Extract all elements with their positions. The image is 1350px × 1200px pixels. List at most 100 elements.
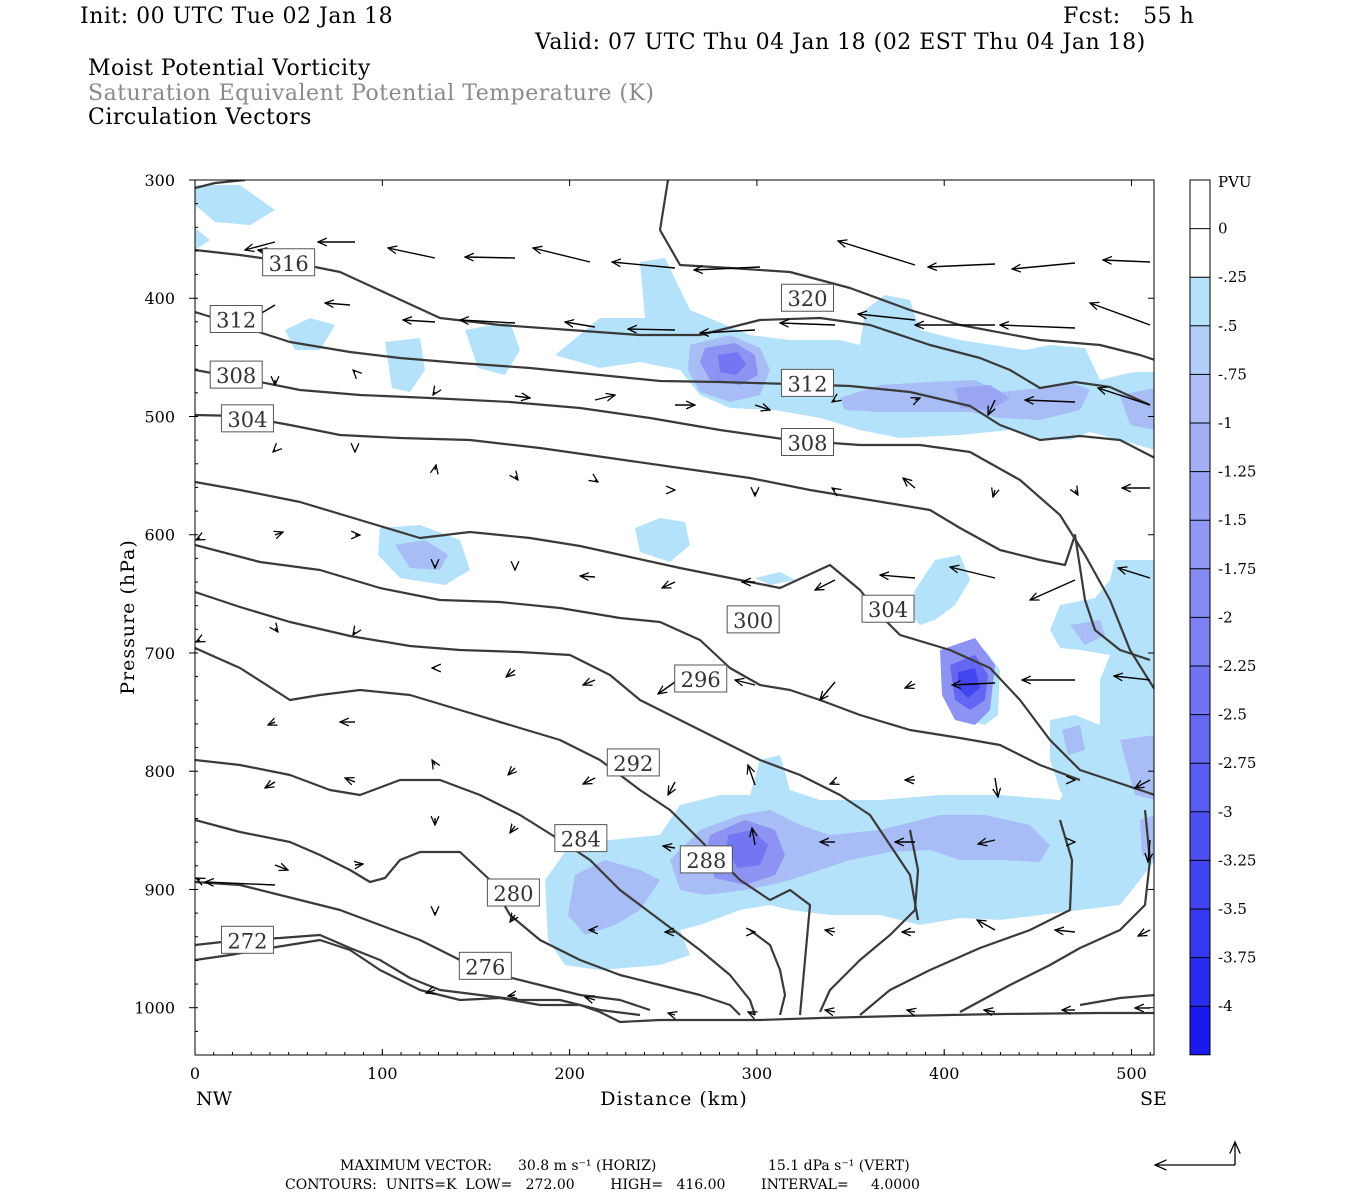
circulation-vector (196, 878, 200, 880)
contour-top-mid (658, 180, 1154, 361)
circulation-vector (995, 777, 998, 797)
circulation-vector (580, 576, 596, 577)
title-vectors: Circulation Vectors (88, 105, 312, 130)
contour-label-312: 312 (209, 305, 263, 334)
circulation-vector (265, 782, 276, 788)
colorbar-tick-label: -.5 (1218, 317, 1237, 335)
contour-label-288: 288 (679, 845, 733, 874)
circulation-vector (1012, 262, 1076, 269)
circulation-vector (1055, 930, 1076, 932)
circulation-vector (355, 864, 363, 865)
colorbar-swatch (1190, 568, 1210, 618)
y-tick-label: 300 (144, 171, 175, 190)
circulation-vector (825, 930, 836, 932)
contour-label-text: 292 (613, 752, 653, 776)
contour-label-text: 316 (269, 252, 309, 276)
circulation-vector (984, 1010, 996, 1012)
contour-label-316: 316 (262, 248, 316, 277)
colorbar-tick-label: -1.25 (1218, 463, 1256, 481)
contour-label-292: 292 (606, 748, 660, 777)
contour-label-296: 296 (674, 664, 728, 693)
circulation-vector (1075, 490, 1078, 495)
circulation-vector (565, 322, 596, 327)
contour-272 (195, 933, 641, 1017)
circulation-vector (388, 248, 436, 259)
circulation-vector (754, 405, 770, 410)
y-tick-label: 800 (144, 762, 175, 781)
colorbar-swatch (1190, 277, 1210, 326)
circulation-vector (514, 396, 530, 398)
contour-lower-right-1 (818, 829, 920, 1013)
colorbar-swatch (1190, 909, 1210, 958)
circulation-vector (583, 778, 596, 784)
y-tick-label: 1000 (134, 999, 175, 1018)
contour-label-text: 300 (733, 609, 773, 633)
circulation-vector (993, 490, 995, 497)
x-axis: 0 100 200 300 400 500 (190, 180, 1151, 1083)
x-tick-label: 300 (742, 1064, 773, 1083)
circulation-vector (694, 267, 761, 270)
contour-label-text: 284 (561, 828, 601, 852)
x-tick-label: 400 (929, 1064, 960, 1083)
colorbar-swatch (1190, 374, 1210, 423)
contour-label-308: 308 (209, 360, 263, 389)
circulation-vector (274, 865, 288, 870)
init-time: Init: 00 UTC Tue 02 Jan 18 (80, 4, 394, 29)
circulation-vector (880, 575, 916, 578)
circulation-vector (432, 760, 435, 765)
circulation-vector (595, 480, 598, 482)
contour-300 (195, 480, 1154, 796)
contour-label-text: 304 (227, 408, 267, 432)
circulation-vector (978, 840, 996, 844)
colorbar-tick-label: -1.5 (1218, 511, 1247, 529)
circulation-vector (1148, 839, 1150, 862)
pv-shading (195, 185, 1154, 970)
circulation-vector (585, 997, 596, 1000)
colorbar-tick-label: -1 (1218, 414, 1233, 432)
contour-288 (195, 646, 812, 1016)
colorbar-tick-label: -2.5 (1218, 706, 1247, 724)
title-theta-es: Saturation Equivalent Potential Temperat… (88, 81, 655, 106)
circulation-vector (628, 329, 676, 330)
pv-core-mid-right-inner (958, 668, 980, 698)
circulation-vector (1138, 930, 1151, 936)
y-tick-label: 900 (144, 880, 175, 899)
circulation-vector (658, 681, 676, 694)
contour-label-320: 320 (780, 283, 834, 312)
circulation-vector (1114, 676, 1151, 680)
contour-280 (195, 818, 741, 1016)
circulation-vector (510, 826, 515, 833)
circulation-vector (345, 778, 356, 782)
contour-lower-right-5 (1079, 993, 1154, 1007)
contour-label-text: 320 (787, 287, 827, 311)
circulation-vector (275, 532, 283, 535)
circulation-vector (510, 915, 515, 922)
y-axis: 300 400 500 600 700 800 900 1000 (134, 171, 1154, 1056)
circulation-vector (245, 241, 276, 250)
y-axis-label: Pressure (hPa) (117, 539, 139, 695)
max-vector-vert: 15.1 dPa s⁻¹ (VERT) (768, 1158, 910, 1174)
contour-296 (195, 543, 1081, 782)
x-left-label-nw: NW (196, 1088, 233, 1110)
circulation-vector (907, 1010, 915, 1012)
pv-region-mid-1 (635, 518, 690, 562)
contour-lower-right-2 (749, 929, 787, 1016)
contour-292 (195, 590, 920, 921)
circulation-vector (952, 683, 996, 685)
colorbar-tick-label: 0 (1218, 220, 1228, 238)
circulation-vector (668, 781, 675, 795)
circulation-vector (583, 680, 596, 685)
contours-info: CONTOURS: UNITS=K LOW= 272.00 HIGH= 416.… (285, 1177, 920, 1193)
circulation-vector (748, 1012, 755, 1015)
circulation-vector (977, 920, 996, 931)
pv-region-lower-band (545, 755, 1154, 970)
contour-label-text: 280 (493, 882, 533, 906)
contour-284 (195, 758, 757, 1016)
pv-mid-right-edge (1070, 620, 1105, 645)
colorbar-tick-label: -.25 (1218, 268, 1247, 286)
circulation-vector (1135, 779, 1151, 788)
circulation-vector (1030, 579, 1076, 601)
circulation-vector (353, 632, 355, 635)
circulation-vector (838, 241, 916, 266)
y-tick-label: 600 (144, 526, 175, 545)
